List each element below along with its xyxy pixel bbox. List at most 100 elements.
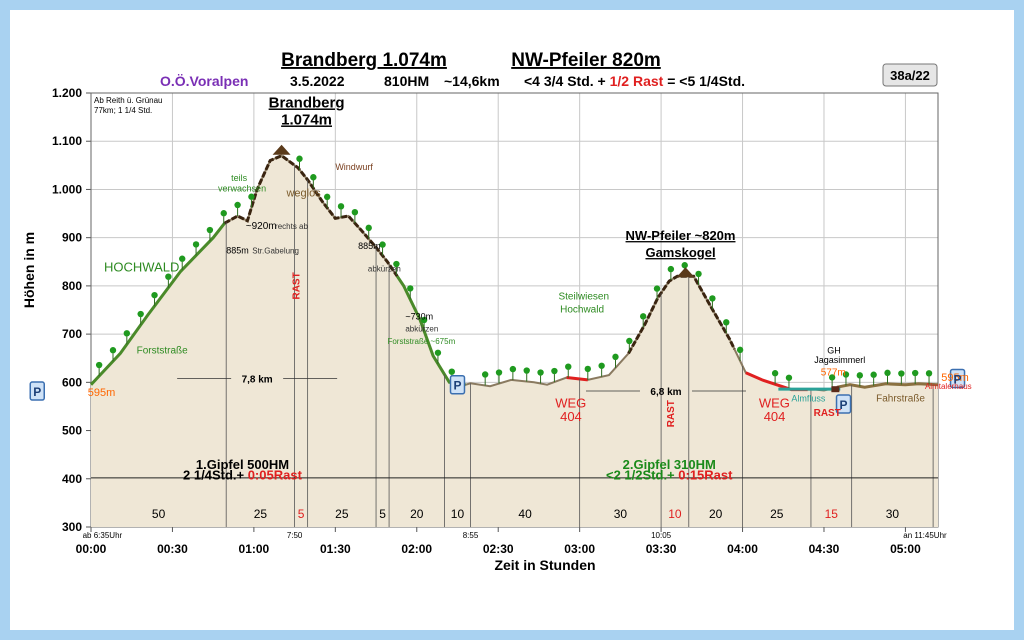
x-tick-label: 05:00 (890, 542, 921, 556)
tree-icon (870, 371, 877, 378)
segment-minutes: 10 (668, 507, 682, 521)
tree-icon (565, 363, 572, 370)
tour-number-badge: 38a/22 (890, 68, 930, 83)
time-rest: 1/2 Rast (610, 73, 664, 89)
annotation-label: 595m (88, 387, 116, 399)
annotation-label: Steilwiesen (558, 291, 609, 302)
tree-icon (151, 291, 158, 299)
annotation-label: abkürzen (405, 325, 438, 334)
segment-minutes: 20 (410, 507, 424, 521)
segment-minutes: 20 (709, 507, 723, 521)
segment-minutes: 40 (518, 507, 532, 521)
tree-icon (842, 371, 850, 378)
tree-icon (551, 367, 558, 375)
tree-icon (123, 330, 131, 337)
tour-time: <4 3/4 Std. + 1/2 Rast = <5 1/4Std. (524, 73, 745, 89)
annotation-label: 577m (821, 368, 846, 379)
peak-sublabel: Gamskogel (645, 245, 715, 260)
time-total: = <5 1/4Std. (663, 73, 745, 89)
tree-icon (407, 285, 414, 292)
x-axis-label: Zeit in Stunden (494, 557, 595, 573)
tree-icon (584, 365, 591, 373)
summit-marker (272, 144, 291, 155)
clock-mark-label: ab 6:35Uhr (83, 531, 123, 540)
tree-icon (884, 369, 891, 377)
peak-sublabel: 1.074m (281, 111, 332, 128)
annotation-label: 404 (560, 409, 582, 424)
tree-icon (206, 226, 214, 234)
y-tick-label: 1.100 (52, 134, 82, 148)
approach-note-line2: 77km; 1 1/4 Std. (94, 106, 152, 115)
tree-icon (785, 374, 793, 381)
parking-icon (29, 381, 45, 401)
segment-minutes: 5 (379, 507, 386, 521)
annotation-label: Almtalerhaus (925, 382, 972, 391)
parking-label: P (453, 379, 461, 393)
parking-label: P (840, 398, 848, 412)
tree-icon (365, 224, 372, 232)
tree-icon (709, 295, 716, 302)
tree-icon (337, 203, 345, 210)
annotation-label: weglos (285, 188, 321, 200)
segment-minutes: 25 (770, 507, 784, 521)
parking-icon (949, 368, 966, 389)
tour-distance: ~14,6km (444, 73, 500, 89)
tree-icon (248, 193, 255, 200)
annotation-label: Str.Gabelung (252, 247, 299, 256)
tree-icon (612, 353, 619, 361)
profile-fill (91, 155, 938, 527)
x-tick-label: 04:00 (727, 542, 758, 556)
annotation-label: WEG (759, 395, 790, 410)
tree-icon (925, 370, 933, 377)
tree-icon (495, 369, 503, 376)
tree-icon (523, 367, 530, 374)
tour-date: 3.5.2022 (290, 73, 345, 89)
tree-icon (736, 346, 744, 354)
annotation-label: ~920m (246, 221, 277, 232)
tree-icon (653, 285, 661, 292)
y-tick-label: 800 (62, 279, 82, 293)
tree-icon (771, 370, 779, 377)
tree-icon (448, 368, 455, 375)
annotation-label: 404 (764, 409, 786, 424)
title-left: Brandberg 1.074m (281, 50, 447, 71)
y-tick-label: 400 (62, 472, 82, 486)
section-summary-title: 2.Gipfel 310HM (623, 457, 716, 472)
tree-icon (234, 201, 241, 209)
annotation-label: Hochwald (560, 304, 604, 315)
annotation-label: 595m (941, 372, 969, 384)
annotation-label: Forststraße (137, 345, 189, 356)
x-tick-label: 01:00 (239, 542, 270, 556)
section-time-walk: <2 1/2Std.+ (606, 468, 678, 483)
peak-label: Brandberg (269, 94, 345, 111)
annotation-label: abkürzen (368, 264, 401, 273)
annotation-label: 885m (358, 241, 381, 251)
approach-note-line1: Ab Reith ü. Grünau (94, 96, 162, 105)
path-segment (566, 376, 588, 382)
segment-minutes: 30 (886, 507, 900, 521)
x-tick-label: 01:30 (320, 542, 351, 556)
rast-label: RAST (291, 272, 302, 299)
path-segment (89, 222, 226, 386)
annotation-label: 885m (226, 246, 249, 256)
x-tick-label: 02:30 (483, 542, 514, 556)
tree-icon (192, 241, 200, 248)
annotation-label: ~730m (405, 312, 433, 322)
section-summary-title: 1.Gipfel 500HM (196, 457, 289, 472)
badge-box (882, 63, 938, 87)
region-label: O.Ö.Voralpen (160, 73, 248, 89)
tree-icon (351, 209, 359, 216)
y-axis-label: Höhen in m (21, 232, 37, 308)
x-tick-label: 04:30 (809, 542, 840, 556)
rast-label: RAST (666, 400, 677, 427)
rast-label: RAST (814, 408, 841, 419)
section-time-walk: 2 1/4Std.+ (183, 468, 248, 483)
tree-icon (310, 174, 317, 181)
annotation-label: GH (827, 345, 841, 355)
tree-icon (598, 362, 605, 369)
chart-labels: 300 400 500 600 700 800 900 1.000 1.100 1.200 00:0… (33, 86, 971, 556)
annotation-label: verwachsen (218, 183, 266, 193)
segment-minutes: 15 (825, 507, 839, 521)
distance-label: 7,8 km (242, 374, 273, 385)
tree-icon (639, 313, 647, 320)
